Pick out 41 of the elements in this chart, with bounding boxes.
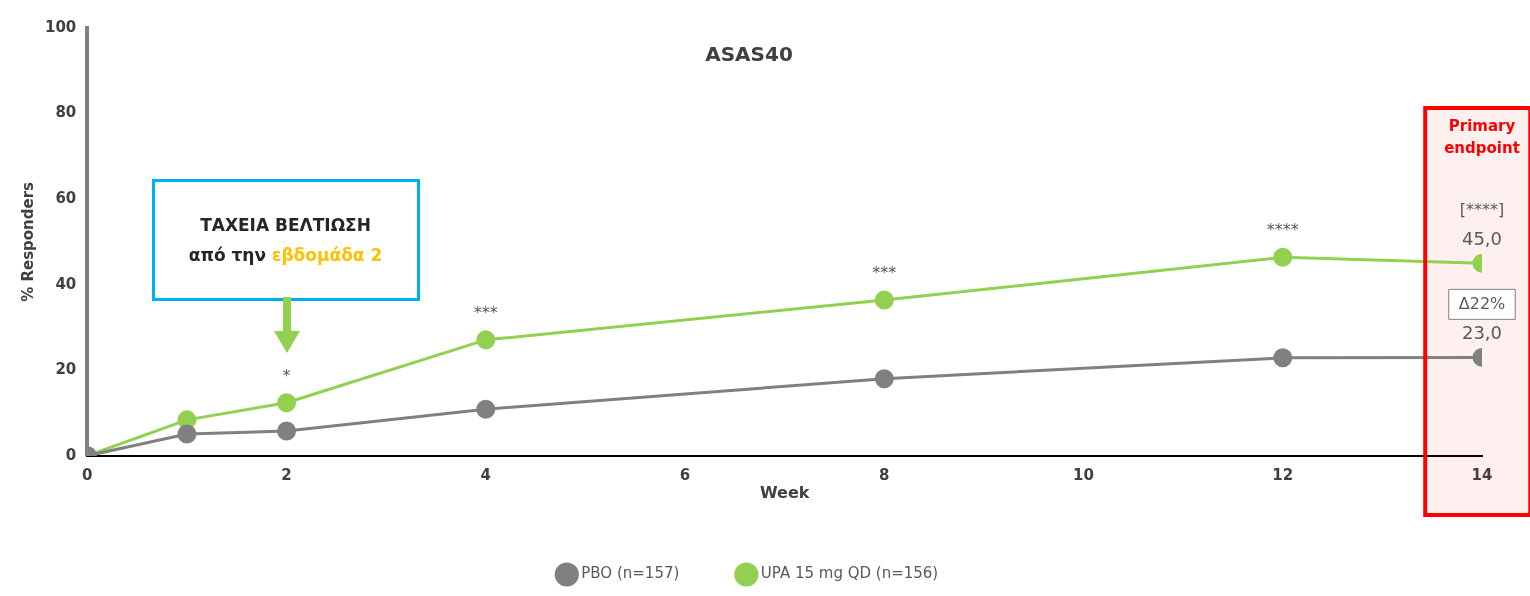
annotation: * [282,365,291,385]
band-label: Primary endpoint [1444,117,1520,158]
x-tick-label: 12 [1272,465,1294,484]
legend-label: UPA 15 mg QD (n=156) [760,564,939,583]
x-tick-label: 4 [480,465,492,484]
data-label: 23,0 [1461,322,1503,344]
y-tick-label: 60 [55,189,77,208]
annotation: από την [188,245,267,266]
annotation: [****] [1459,200,1505,220]
data-label: 45,0 [1461,227,1503,249]
x-tick-label: 8 [879,465,890,484]
y-tick-label: 80 [55,103,77,122]
point [1273,247,1293,267]
y-tick-label: 20 [55,360,77,379]
annotation: *** [872,263,897,283]
x-tick-label: 6 [679,465,691,484]
y-tick-label: 0 [65,445,77,464]
annotation: **** [1266,220,1299,240]
point [1273,348,1293,368]
y-tick-label: 100 [45,17,77,36]
point [874,290,894,310]
point [476,330,496,350]
callout-box: ΤΑΧΕΙΑ ΒΕΛΤΙΩΣΗ από την εβδομάδα 2 [151,179,420,302]
point [177,424,197,444]
point [476,399,496,419]
x-axis-title: Week [759,482,810,502]
x-tick-label: 0 [82,465,93,484]
annotation: ΤΑΧΕΙΑ ΒΕΛΤΙΩΣΗ [200,214,371,238]
point [277,393,297,413]
x-tick-label: 14 [1471,465,1493,484]
legend-label: PBO (n=157) [581,564,680,583]
point [874,369,894,389]
annotation: *** [473,303,498,323]
annotation: εβδομάδα 2 [271,245,383,266]
y-axis-title: % Responders [18,181,37,302]
annotation: Δ22% [1458,293,1506,313]
text: ASAS40 [705,42,793,67]
y-tick-label: 40 [55,274,77,293]
point [277,421,297,441]
x-tick-label: 10 [1073,465,1094,484]
x-tick-label: 2 [281,465,292,484]
